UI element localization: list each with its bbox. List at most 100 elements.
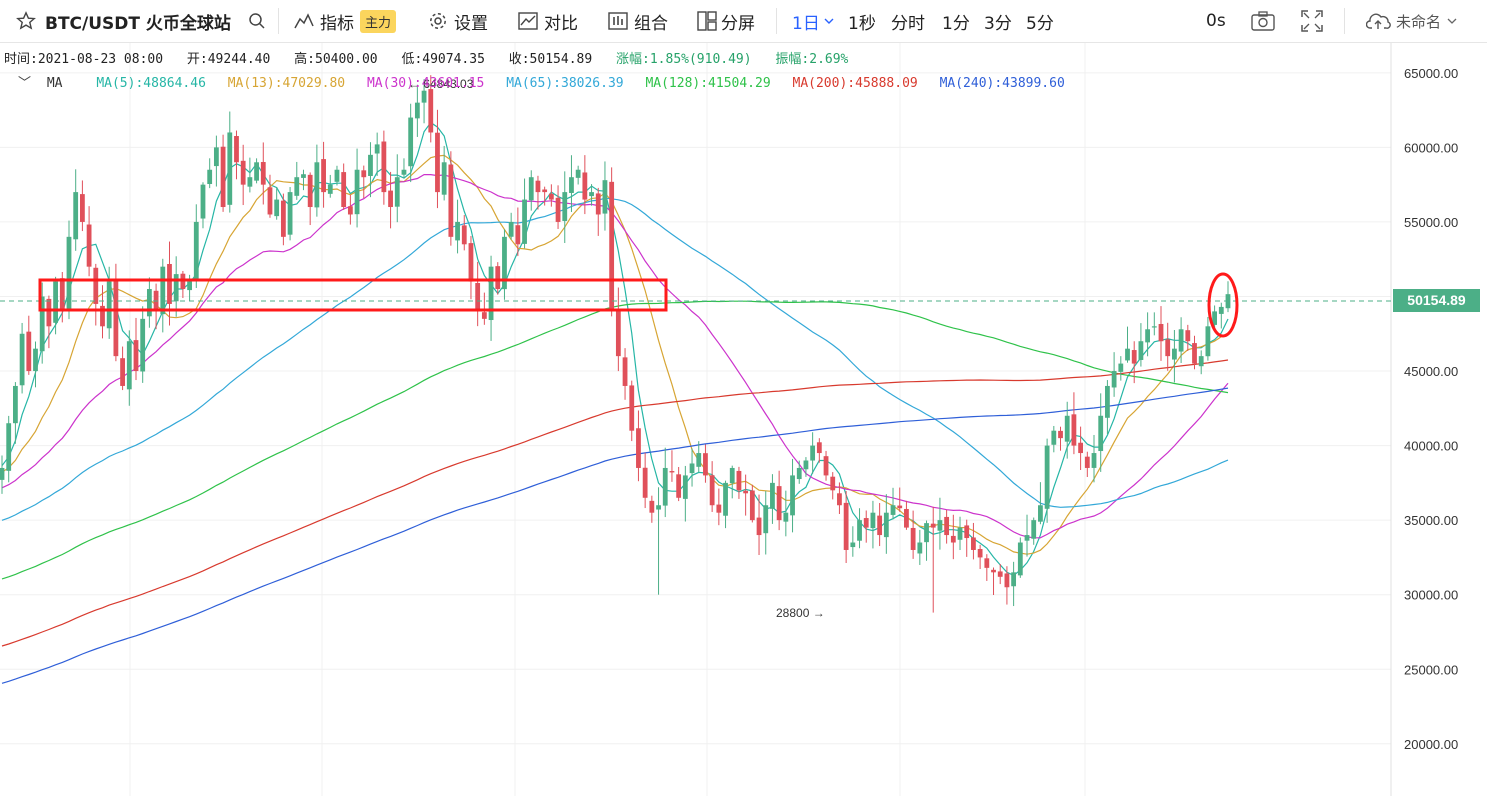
candle-body <box>1111 371 1117 388</box>
candle-body <box>374 144 380 154</box>
candle-body <box>917 542 923 554</box>
candle-body <box>488 266 494 321</box>
price-chart[interactable]: 65000.0060000.0055000.0050000.0045000.00… <box>0 43 1487 796</box>
candle-body <box>997 571 1003 577</box>
compare-label: 对比 <box>544 13 578 34</box>
candle-body <box>1064 415 1070 442</box>
interval-3m[interactable]: 3分 <box>984 13 1012 34</box>
candle-body <box>575 169 581 178</box>
favorite-star-icon[interactable] <box>16 0 36 42</box>
price-axis[interactable]: 65000.0060000.0055000.0050000.0045000.00… <box>1404 66 1458 752</box>
symbol-title[interactable]: BTC/USDT 火币全球站 <box>45 13 231 34</box>
settings-button[interactable]: 设置 <box>428 0 488 42</box>
candle-body <box>1031 520 1037 539</box>
layout-save-menu[interactable]: 未命名 <box>1366 0 1457 42</box>
candle-body <box>260 162 266 185</box>
ma-legend-label: MA <box>46 76 63 91</box>
ma128-value: MA(128):41504.29 <box>645 76 771 91</box>
candle-body <box>1138 341 1144 360</box>
candle-body <box>247 177 253 187</box>
candle-body <box>254 162 259 181</box>
candle-body <box>213 147 219 167</box>
candle-body <box>957 527 963 540</box>
candle-body <box>401 169 407 175</box>
candle-body <box>187 281 192 291</box>
candle-body <box>1205 326 1211 357</box>
ma30-line <box>1 174 1229 539</box>
interval-1m[interactable]: 1分 <box>942 13 970 34</box>
search-icon[interactable] <box>248 0 266 42</box>
candle-body <box>167 263 172 304</box>
interval-5m[interactable]: 5分 <box>1026 13 1054 34</box>
interval-dropdown[interactable]: 1日 <box>792 0 834 42</box>
candle-body <box>140 318 146 372</box>
candle-body <box>1198 356 1204 367</box>
candle-body <box>1105 385 1110 418</box>
candle-body <box>1038 505 1043 522</box>
candle-body <box>475 283 481 312</box>
candle-body <box>461 225 467 245</box>
candle-body <box>649 500 655 513</box>
candle-body <box>481 312 487 319</box>
toolbar-divider <box>776 8 777 34</box>
resistance-box-annotation[interactable] <box>38 278 668 312</box>
candle-body <box>937 520 943 531</box>
candle-body <box>904 508 909 528</box>
candle-body <box>810 445 816 461</box>
fullscreen-icon[interactable] <box>1301 0 1323 42</box>
compare-button[interactable]: 对比 <box>518 0 578 42</box>
ma65-line <box>1 197 1229 521</box>
candle-body <box>803 460 809 470</box>
split-screen-button[interactable]: 分屏 <box>697 0 755 42</box>
split-screen-icon <box>697 11 717 31</box>
indicators-button[interactable]: 指标 主力 <box>294 0 397 42</box>
candle-body <box>669 471 675 473</box>
candle-body <box>113 279 119 357</box>
candle-body <box>1091 453 1097 468</box>
candle-body <box>770 482 775 509</box>
indicators-icon <box>294 12 314 30</box>
candle-body <box>1185 330 1191 342</box>
price-axis-label: 30000.00 <box>1404 588 1458 603</box>
candle-body <box>897 505 903 509</box>
candle-body <box>924 523 929 543</box>
candle-body <box>877 515 883 536</box>
candle-body <box>193 221 199 281</box>
candle-body <box>971 537 976 550</box>
ma30-value: MA(30):43601.15 <box>366 76 485 91</box>
candle-body <box>682 475 688 499</box>
candle-body <box>368 154 373 176</box>
chart-grid <box>0 43 1391 796</box>
camera-icon[interactable] <box>1251 0 1275 42</box>
candle-body <box>790 475 795 516</box>
candle-body <box>622 357 628 386</box>
current-price-circle-annotation[interactable] <box>1207 272 1239 338</box>
cloud-upload-icon <box>1366 11 1392 31</box>
indicators-label: 指标 <box>320 13 354 34</box>
combo-button[interactable]: 组合 <box>608 0 668 42</box>
candle-body <box>662 467 668 506</box>
candlestick-series[interactable] <box>0 75 1231 613</box>
ma5-value: MA(5):48864.46 <box>96 76 206 91</box>
price-axis-label: 65000.00 <box>1404 66 1458 81</box>
ma-legend-toggle[interactable]: ﹀ <box>18 76 32 91</box>
candle-body <box>1178 329 1184 352</box>
interval-1s[interactable]: 1秒 <box>848 13 876 34</box>
candle-body <box>542 189 548 193</box>
candle-body <box>1212 311 1218 325</box>
candle-body <box>569 177 574 193</box>
candle-body <box>749 490 755 521</box>
candle-body <box>555 197 561 222</box>
candle-body <box>381 141 387 193</box>
combo-icon <box>608 12 628 30</box>
candle-body <box>354 169 360 215</box>
candle-body <box>756 517 762 536</box>
candle-body <box>408 117 414 167</box>
interval-selected-label: 1日 <box>792 13 820 34</box>
candle-body <box>39 296 45 352</box>
candle-body <box>361 170 367 178</box>
chevron-down-icon <box>1447 17 1457 25</box>
candle-body <box>274 199 280 217</box>
ma13-line <box>1 154 1229 555</box>
interval-timeline[interactable]: 分时 <box>891 13 925 34</box>
